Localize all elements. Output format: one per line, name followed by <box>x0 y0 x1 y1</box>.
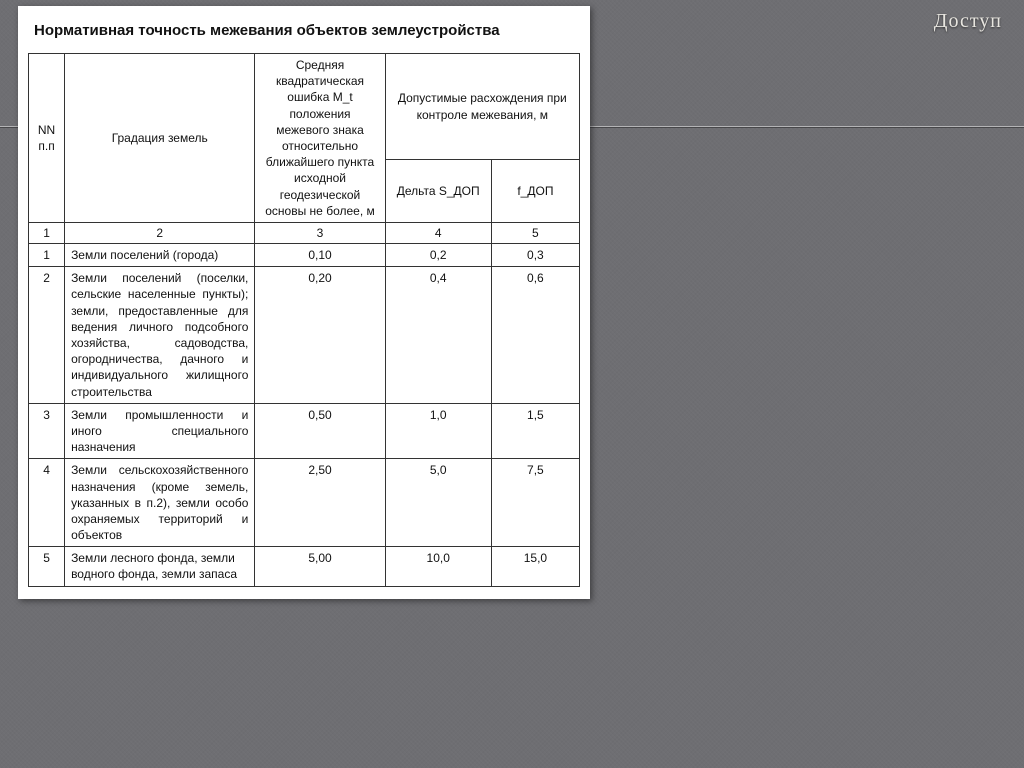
colnum: 4 <box>385 222 491 243</box>
cell-delta: 0,4 <box>385 267 491 404</box>
cell-fdop: 7,5 <box>491 459 579 547</box>
th-dop-group: Допустимые расхождения при контроле меже… <box>385 54 579 160</box>
cell-mt: 0,50 <box>255 403 385 459</box>
cell-n: 4 <box>29 459 65 547</box>
table-row: 2 Земли поселений (поселки, сельские нас… <box>29 267 580 404</box>
th-delta: Дельта S_ДОП <box>385 160 491 223</box>
colnum: 5 <box>491 222 579 243</box>
table-row: 4 Земли сельскохозяйственного назначения… <box>29 459 580 547</box>
cell-delta: 5,0 <box>385 459 491 547</box>
cell-n: 5 <box>29 547 65 586</box>
table-row: 3 Земли промышленности и иного специальн… <box>29 403 580 459</box>
colnum: 2 <box>65 222 255 243</box>
th-fdop: f_ДОП <box>491 160 579 223</box>
document-page: Нормативная точность межевания объектов … <box>18 6 590 599</box>
column-numbers-row: 1 2 3 4 5 <box>29 222 580 243</box>
cell-mt: 0,10 <box>255 244 385 267</box>
cell-delta: 0,2 <box>385 244 491 267</box>
cell-grad: Земли лесного фонда, земли водного фонда… <box>65 547 255 586</box>
cell-grad: Земли сельскохозяйственного назначения (… <box>65 459 255 547</box>
cell-n: 3 <box>29 403 65 459</box>
colnum: 3 <box>255 222 385 243</box>
cell-fdop: 0,6 <box>491 267 579 404</box>
th-mt: Средняя квадратическая ошибка M_t положе… <box>255 54 385 223</box>
cell-grad: Земли промышленности и иного специальног… <box>65 403 255 459</box>
cell-n: 1 <box>29 244 65 267</box>
cell-mt: 5,00 <box>255 547 385 586</box>
cell-mt: 0,20 <box>255 267 385 404</box>
table-row: 5 Земли лесного фонда, земли водного фон… <box>29 547 580 586</box>
cell-fdop: 0,3 <box>491 244 579 267</box>
cell-fdop: 1,5 <box>491 403 579 459</box>
th-nn: NN п.п <box>29 54 65 223</box>
cell-n: 2 <box>29 267 65 404</box>
cell-mt: 2,50 <box>255 459 385 547</box>
cell-grad: Земли поселений (поселки, сельские насел… <box>65 267 255 404</box>
corner-label: Доступ <box>934 10 1002 33</box>
th-grad: Градация земель <box>65 54 255 223</box>
page-title: Нормативная точность межевания объектов … <box>28 22 580 39</box>
colnum: 1 <box>29 222 65 243</box>
cell-delta: 1,0 <box>385 403 491 459</box>
accuracy-table: NN п.п Градация земель Средняя квадратич… <box>28 53 580 587</box>
cell-fdop: 15,0 <box>491 547 579 586</box>
cell-grad: Земли поселений (города) <box>65 244 255 267</box>
cell-delta: 10,0 <box>385 547 491 586</box>
table-row: 1 Земли поселений (города) 0,10 0,2 0,3 <box>29 244 580 267</box>
